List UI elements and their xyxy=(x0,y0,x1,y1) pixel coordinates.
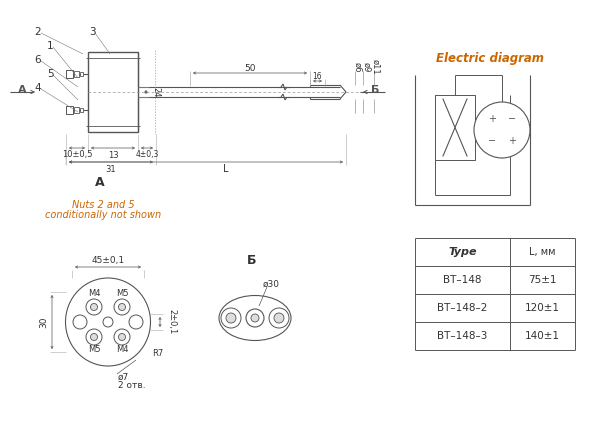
Text: Nuts 2 and 5: Nuts 2 and 5 xyxy=(71,200,134,210)
Text: M5: M5 xyxy=(88,346,100,354)
Text: ø6: ø6 xyxy=(353,62,362,72)
Text: 4±0,3: 4±0,3 xyxy=(136,151,158,160)
Text: 1: 1 xyxy=(47,41,53,51)
Circle shape xyxy=(114,329,130,345)
Text: Type: Type xyxy=(448,247,477,257)
Text: M4: M4 xyxy=(88,289,100,298)
Ellipse shape xyxy=(65,278,151,366)
Text: BT–148–2: BT–148–2 xyxy=(437,303,488,313)
Bar xyxy=(435,95,475,160)
Text: 50: 50 xyxy=(244,63,256,73)
Circle shape xyxy=(474,102,530,158)
Bar xyxy=(80,72,83,76)
Text: −: − xyxy=(508,114,516,124)
Text: 140±1: 140±1 xyxy=(525,331,560,341)
Text: 4: 4 xyxy=(35,83,41,93)
Text: +: + xyxy=(488,114,496,124)
Bar xyxy=(66,106,73,114)
Text: BT–148: BT–148 xyxy=(443,275,482,285)
Circle shape xyxy=(86,299,102,315)
Text: 2 отв.: 2 отв. xyxy=(118,381,146,390)
Circle shape xyxy=(246,309,264,327)
Text: ø7: ø7 xyxy=(118,373,129,381)
Text: 10±0,5: 10±0,5 xyxy=(62,151,92,160)
Text: M5: M5 xyxy=(116,289,128,298)
Text: ø11: ø11 xyxy=(371,59,380,75)
Text: +: + xyxy=(508,136,516,146)
Circle shape xyxy=(119,333,125,341)
Text: ø30: ø30 xyxy=(263,279,280,289)
Text: R7: R7 xyxy=(152,349,164,359)
Circle shape xyxy=(119,303,125,311)
Text: 3: 3 xyxy=(89,27,95,37)
Text: BT–148–3: BT–148–3 xyxy=(437,331,488,341)
Text: M4: M4 xyxy=(116,346,128,354)
Text: 2: 2 xyxy=(35,27,41,37)
Text: А: А xyxy=(95,176,105,189)
Circle shape xyxy=(274,313,284,323)
Bar xyxy=(74,71,79,77)
Text: conditionally not shown: conditionally not shown xyxy=(45,210,161,220)
Text: 75±1: 75±1 xyxy=(528,275,557,285)
Text: Б: Б xyxy=(371,85,379,95)
Text: 13: 13 xyxy=(107,151,118,160)
Bar xyxy=(88,52,138,132)
Circle shape xyxy=(91,303,97,311)
Text: Electric diagram: Electric diagram xyxy=(436,51,544,65)
Text: L, мм: L, мм xyxy=(529,247,556,257)
Text: А: А xyxy=(17,85,26,95)
Circle shape xyxy=(226,313,236,323)
Circle shape xyxy=(91,333,97,341)
Circle shape xyxy=(251,314,259,322)
Circle shape xyxy=(221,308,241,328)
Text: 45±0,1: 45±0,1 xyxy=(91,257,125,265)
Text: 30: 30 xyxy=(40,316,49,328)
Circle shape xyxy=(86,329,102,345)
Text: Б: Б xyxy=(247,254,257,267)
Text: 6: 6 xyxy=(35,55,41,65)
Text: 2±0,1: 2±0,1 xyxy=(167,309,176,335)
Bar xyxy=(66,70,73,78)
Text: L: L xyxy=(223,164,229,174)
Text: 16: 16 xyxy=(313,71,322,81)
Circle shape xyxy=(114,299,130,315)
Bar xyxy=(74,107,79,113)
Text: 24: 24 xyxy=(151,87,161,97)
Text: ø9: ø9 xyxy=(362,62,371,72)
Circle shape xyxy=(103,317,113,327)
Text: 31: 31 xyxy=(106,165,116,173)
Text: 120±1: 120±1 xyxy=(525,303,560,313)
Circle shape xyxy=(129,315,143,329)
Text: −: − xyxy=(488,136,496,146)
Circle shape xyxy=(73,315,87,329)
Text: 5: 5 xyxy=(47,69,53,79)
Ellipse shape xyxy=(219,295,291,341)
Circle shape xyxy=(269,308,289,328)
Bar xyxy=(80,108,83,112)
